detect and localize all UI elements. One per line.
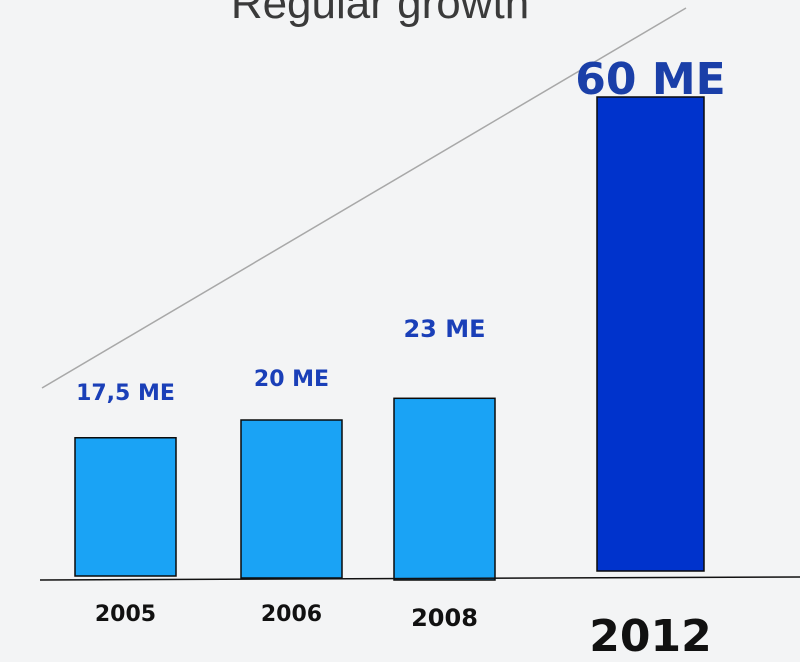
- bar-2012: [596, 96, 705, 572]
- value-label-2012: 60 ME: [575, 54, 725, 105]
- year-label-2006: 2006: [261, 602, 322, 627]
- bar-2006: [240, 419, 343, 579]
- chart-title: Regular growth: [231, 0, 529, 28]
- trend-line: [41, 7, 687, 389]
- bar-2008: [393, 397, 496, 581]
- year-label-2012: 2012: [589, 611, 711, 662]
- year-labels-group: 2005 2006 2008 2012: [95, 602, 712, 662]
- value-label-2008: 23 ME: [403, 315, 485, 343]
- x-axis-baseline: [39, 576, 800, 581]
- bars-group: [74, 96, 705, 581]
- value-labels-group: 17,5 ME 20 ME 23 ME 60 ME: [76, 54, 726, 406]
- value-label-2005: 17,5 ME: [76, 381, 175, 406]
- value-label-2006: 20 ME: [254, 367, 329, 392]
- year-label-2005: 2005: [95, 602, 156, 627]
- year-label-2008: 2008: [411, 604, 478, 632]
- bar-2005: [74, 437, 177, 577]
